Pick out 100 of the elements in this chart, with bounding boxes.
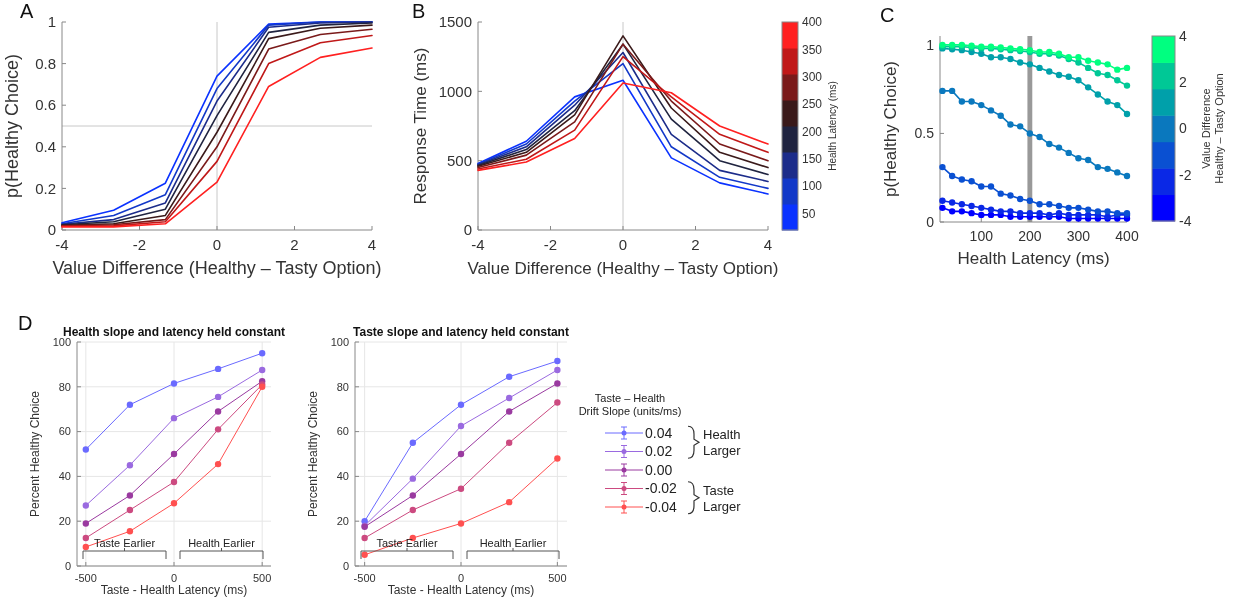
point (258, 366, 266, 374)
point (987, 183, 995, 190)
x-tick-label: 0 (212, 236, 222, 253)
x-tick-label: -2 (543, 236, 558, 253)
x-tick-label: -4 (471, 236, 485, 253)
point (948, 172, 956, 180)
x-tick-label: 4 (763, 236, 773, 253)
color-bar-title: Health Latency (ms) (827, 81, 838, 171)
point (1084, 84, 1092, 91)
point (554, 380, 561, 387)
x-tick-label: -4 (55, 236, 69, 253)
point (554, 357, 561, 365)
annotation: Health Earlier (479, 537, 547, 549)
point (997, 190, 1004, 197)
x-tick-label: -2 (132, 236, 147, 253)
legend-label: 0.00 (645, 461, 673, 478)
x-tick-label: 0 (170, 572, 178, 584)
point (170, 450, 178, 458)
y-tick-label: 20 (336, 515, 349, 528)
y-tick-label: 1 (926, 36, 935, 53)
color-bar-label: 400 (802, 15, 823, 30)
point (1114, 77, 1121, 84)
y-tick-label: 20 (58, 515, 71, 528)
point (1123, 172, 1131, 180)
color-bar-label: 4 (1179, 27, 1187, 44)
point (126, 528, 134, 535)
point (1065, 204, 1072, 212)
legend-label: 0.02 (645, 443, 673, 460)
y-tick-label: 80 (58, 380, 71, 393)
x-axis-title: Taste - Health Latency (ms) (387, 583, 535, 597)
point (939, 204, 946, 212)
color-bar-label: -4 (1179, 212, 1192, 229)
point (170, 478, 178, 486)
y-tick-label: 60 (58, 425, 71, 438)
annotation: Taste Earlier (93, 537, 156, 549)
point (997, 208, 1004, 215)
x-axis-title: Value Difference (Healthy – Tasty Option) (467, 259, 779, 278)
y-tick-label: 1 (47, 13, 56, 31)
point (948, 87, 956, 95)
point (1007, 121, 1014, 128)
point (214, 393, 222, 401)
x-tick-label: -500 (74, 572, 97, 584)
point (948, 208, 956, 215)
legend-label: -0.04 (645, 498, 678, 515)
point (958, 201, 966, 208)
point (1065, 211, 1072, 219)
x-axis-title: Value Difference (Healthy – Tasty Option) (52, 258, 382, 278)
point (997, 54, 1004, 61)
x-axis-title: Taste - Health Latency (ms) (100, 583, 248, 597)
point (1016, 123, 1024, 130)
point (214, 408, 222, 415)
point (1065, 149, 1072, 157)
point (170, 380, 178, 387)
y-axis-title: p(Healthy Choice) (881, 60, 900, 198)
point (939, 87, 946, 95)
point (1026, 197, 1034, 204)
point (258, 350, 266, 357)
point (1114, 169, 1121, 176)
point (554, 366, 561, 374)
point (1055, 202, 1063, 210)
point (1094, 59, 1102, 66)
x-tick-label: 200 (1018, 228, 1042, 244)
point (126, 506, 134, 514)
y-axis-title: Percent Healthy Choice (306, 390, 320, 518)
text: D (18, 312, 33, 334)
point (958, 176, 966, 183)
point (554, 399, 561, 406)
color-bar-label: 250 (802, 97, 823, 112)
point (1055, 71, 1063, 79)
y-tick-label: 40 (336, 470, 349, 483)
color-bar-label: 300 (802, 69, 823, 84)
point (1075, 77, 1082, 84)
point (361, 551, 368, 558)
point (457, 422, 465, 430)
point (1084, 206, 1092, 213)
x-tick-label: 2 (691, 236, 700, 253)
color-bar-label: 2 (1179, 74, 1187, 91)
point (1075, 155, 1082, 162)
x-tick-label: 100 (969, 228, 994, 244)
point (1026, 209, 1034, 217)
point (457, 401, 465, 408)
point (1046, 68, 1053, 75)
y-tick-label: 80 (336, 380, 349, 393)
point (214, 426, 222, 433)
point (82, 520, 90, 527)
x-tick-label: 500 (253, 572, 272, 584)
color-bar-label: 50 (802, 206, 816, 221)
point (1055, 209, 1063, 217)
y-axis-title: Percent Healthy Choice (28, 390, 42, 518)
point (409, 439, 417, 446)
point (1065, 73, 1072, 80)
color-bar-label: 200 (802, 124, 823, 139)
point (505, 408, 513, 415)
point (1075, 211, 1082, 219)
point (1123, 82, 1131, 89)
text: C (880, 4, 895, 26)
point (978, 101, 985, 109)
point (1084, 211, 1092, 219)
point (505, 373, 513, 380)
point (958, 98, 966, 105)
